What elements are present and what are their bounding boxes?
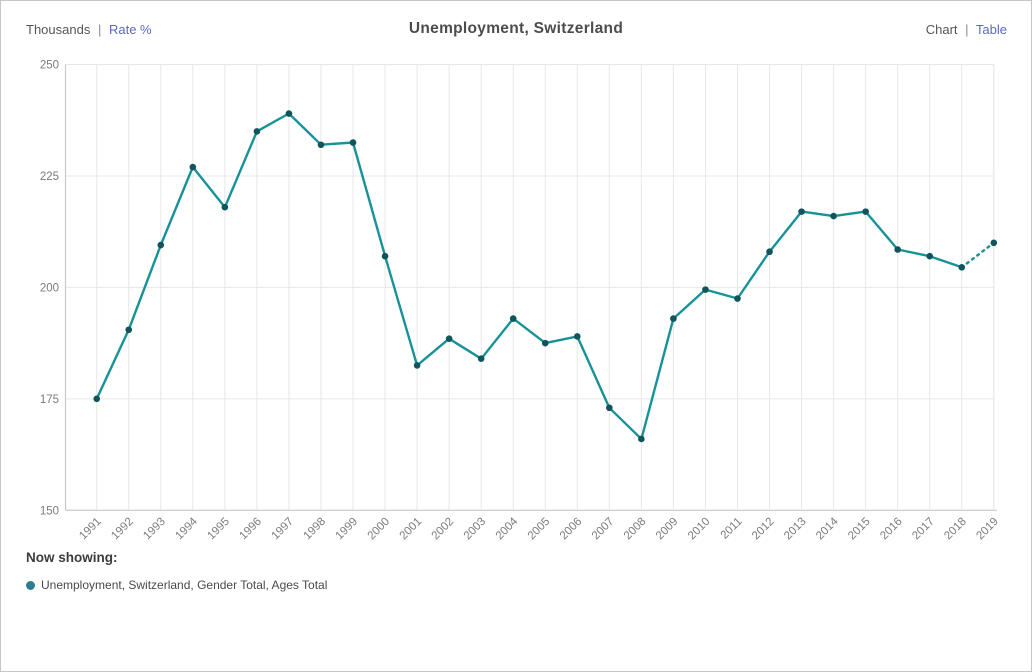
svg-text:2019: 2019 [974,516,1001,543]
svg-text:250: 250 [40,60,59,72]
svg-text:2003: 2003 [462,516,489,543]
svg-text:225: 225 [40,171,59,183]
svg-text:2010: 2010 [686,516,713,543]
svg-text:2001: 2001 [398,516,425,543]
svg-text:2008: 2008 [622,516,649,543]
svg-text:1994: 1994 [173,515,200,542]
svg-text:2005: 2005 [526,516,553,543]
svg-text:200: 200 [40,282,59,294]
svg-text:2013: 2013 [782,516,809,543]
svg-text:1993: 1993 [141,516,168,543]
page-title: Unemployment, Switzerland [408,20,624,37]
svg-text:2015: 2015 [846,516,873,543]
view-table-link[interactable]: Table [975,22,1007,37]
svg-text:1992: 1992 [109,516,136,543]
svg-text:2004: 2004 [494,515,521,542]
legend-item-label: Unemployment, Switzerland, Gender Total,… [41,578,328,592]
svg-text:2011: 2011 [719,516,745,542]
units-toggle: Thousands | Rate % [26,22,152,37]
svg-text:175: 175 [40,394,59,406]
svg-text:1991: 1991 [77,516,104,543]
svg-text:1996: 1996 [237,516,264,543]
series-dot-icon [26,580,35,590]
view-toggle: Chart | Table [926,22,1007,37]
svg-text:2002: 2002 [430,516,457,543]
legend: Now showing: Unemployment, Switzerland, … [26,550,327,592]
svg-text:150: 150 [40,505,59,517]
svg-text:1995: 1995 [205,516,232,543]
svg-text:2006: 2006 [558,516,585,543]
svg-text:2000: 2000 [366,516,393,543]
units-separator: | [97,22,102,37]
svg-text:2012: 2012 [750,516,777,543]
units-rate-link[interactable]: Rate % [108,22,152,37]
view-chart-label: Chart [925,22,958,37]
legend-title: Now showing: [26,550,118,565]
svg-text:2016: 2016 [878,516,905,543]
view-separator: | [965,22,969,37]
svg-text:2009: 2009 [654,516,681,543]
svg-text:2017: 2017 [910,516,937,543]
svg-text:1997: 1997 [269,516,296,543]
svg-text:2007: 2007 [590,516,617,543]
svg-text:1998: 1998 [302,516,329,543]
svg-text:1999: 1999 [334,516,361,543]
svg-text:2014: 2014 [814,515,841,542]
legend-item: Unemployment, Switzerland, Gender Total,… [26,578,327,592]
units-thousands-label: Thousands [26,22,91,37]
svg-text:2018: 2018 [942,516,969,543]
